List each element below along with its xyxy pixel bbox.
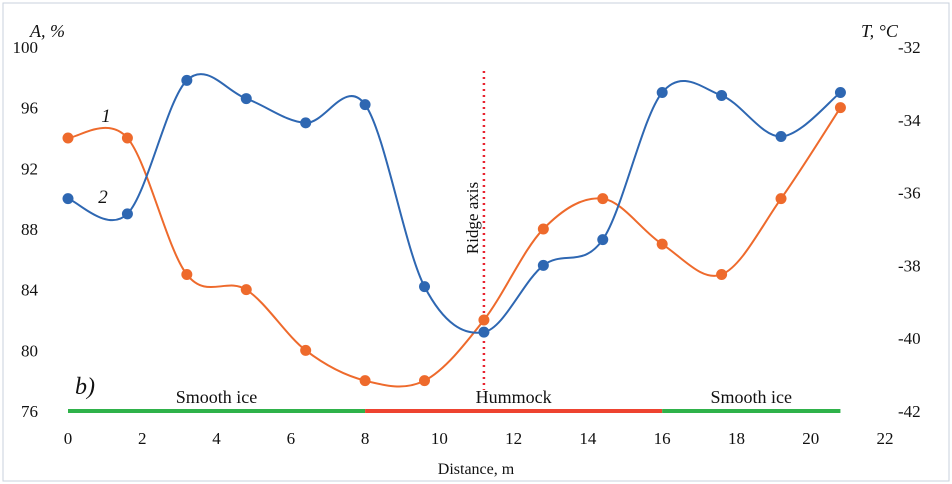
x-tick-labels: 0 2 4 6 8 10 12 14 16 18 20 22 <box>64 429 894 448</box>
left-tick-label: 92 <box>21 159 38 178</box>
right-axis-title: T, °C <box>861 21 899 41</box>
data-point <box>478 326 490 338</box>
right-tick-label: -32 <box>898 38 921 57</box>
right-tick-label: -38 <box>898 256 921 275</box>
series-label: 1 <box>101 106 111 127</box>
left-tick-label: 88 <box>21 220 38 239</box>
x-tick-label: 0 <box>64 429 73 448</box>
series-line-1 <box>67 107 842 388</box>
x-tick-label: 22 <box>877 429 894 448</box>
data-point <box>419 281 431 293</box>
x-tick-label: 8 <box>361 429 370 448</box>
left-tick-label: 96 <box>21 99 38 118</box>
right-tick-labels: -42 -40 -38 -36 -34 -32 <box>898 38 921 421</box>
left-axis-title: A, % <box>29 21 65 41</box>
data-point <box>121 132 133 144</box>
data-point <box>419 375 431 387</box>
left-tick-labels: 76 80 84 88 92 96 100 <box>13 38 39 421</box>
x-tick-label: 14 <box>579 429 597 448</box>
data-point <box>300 344 312 356</box>
data-point <box>121 208 133 220</box>
x-tick-label: 20 <box>802 429 819 448</box>
right-tick-label: -34 <box>898 111 921 130</box>
data-point <box>597 193 609 205</box>
data-point <box>181 269 193 280</box>
segment-label: Smooth ice <box>176 387 258 407</box>
data-point <box>240 284 252 296</box>
data-point <box>181 74 193 86</box>
series-label: 2 <box>98 187 108 208</box>
series-line-2 <box>67 73 842 334</box>
data-point <box>656 87 668 98</box>
data-point <box>656 238 668 250</box>
ridge-axis-label: Ridge axis <box>463 182 482 254</box>
data-point <box>537 223 549 235</box>
data-point <box>834 102 846 114</box>
segment-label: Hummock <box>476 387 552 407</box>
data-point <box>300 117 312 129</box>
panel-label: b) <box>75 374 95 400</box>
data-point <box>359 375 371 387</box>
x-tick-label: 10 <box>431 429 448 448</box>
x-tick-label: 4 <box>212 429 221 448</box>
data-point <box>478 314 490 326</box>
x-tick-label: 16 <box>654 429 671 448</box>
right-tick-label: -36 <box>898 184 921 203</box>
x-axis-title: Distance, m <box>438 461 515 478</box>
data-point <box>62 132 74 144</box>
data-point <box>240 93 252 105</box>
left-tick-label: 80 <box>21 341 38 360</box>
data-point <box>62 193 74 205</box>
data-point <box>537 259 549 271</box>
left-tick-label: 100 <box>13 38 39 57</box>
x-tick-label: 6 <box>287 429 296 448</box>
x-tick-label: 12 <box>505 429 522 448</box>
data-point <box>716 269 728 280</box>
right-tick-label: -42 <box>898 402 921 421</box>
data-point <box>775 193 787 205</box>
data-point <box>834 87 846 98</box>
data-point <box>775 130 787 142</box>
left-tick-label: 84 <box>21 281 39 300</box>
surface-segments: Smooth ice Hummock Smooth ice <box>68 387 841 413</box>
x-tick-label: 18 <box>728 429 745 448</box>
right-tick-label: -40 <box>898 329 921 348</box>
left-tick-label: 76 <box>21 402 38 421</box>
x-tick-label: 2 <box>138 429 147 448</box>
series-group: 12 <box>62 73 846 388</box>
data-point <box>716 90 728 102</box>
data-point <box>359 99 371 111</box>
segment-label: Smooth ice <box>711 387 793 407</box>
data-point <box>597 234 609 246</box>
